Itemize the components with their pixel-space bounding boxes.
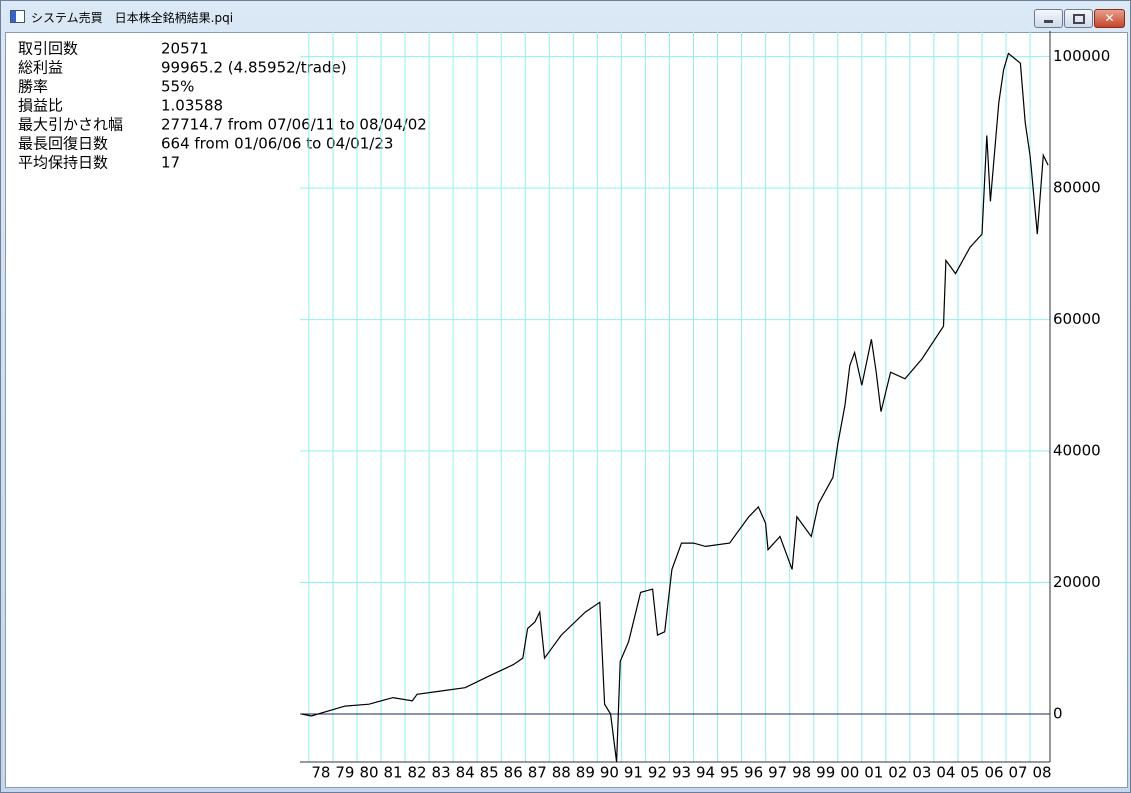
x-tick-label: 84 [456, 764, 475, 782]
x-tick-label: 78 [311, 764, 330, 782]
x-tick-label: 91 [624, 764, 643, 782]
x-tick-label: 86 [504, 764, 523, 782]
y-tick-label: 40000 [1053, 442, 1101, 460]
stat-value: 99965.2 (4.85952/trade) [161, 59, 347, 77]
stat-value: 1.03588 [161, 97, 223, 115]
x-tick-label: 99 [816, 764, 835, 782]
y-tick-label: 100000 [1053, 47, 1110, 65]
x-tick-label: 05 [960, 764, 979, 782]
x-tick-label: 03 [912, 764, 931, 782]
x-tick-label: 90 [600, 764, 619, 782]
window-title: システム売買 日本株全銘柄結果.pqi [31, 11, 234, 25]
stat-value: 664 from 01/06/06 to 04/01/23 [161, 135, 393, 153]
stat-label: 最大引かされ幅 [18, 116, 123, 134]
stat-value: 27714.7 from 07/06/11 to 08/04/02 [161, 116, 427, 134]
x-tick-label: 02 [888, 764, 907, 782]
stat-label: 総利益 [18, 59, 63, 77]
stat-label: 取引回数 [18, 40, 78, 58]
x-tick-label: 08 [1033, 764, 1052, 782]
title-bar: システム売買 日本株全銘柄結果.pqi ✕ [1, 1, 1130, 31]
x-tick-label: 82 [408, 764, 427, 782]
stat-value: 17 [161, 154, 180, 172]
stat-value: 20571 [161, 40, 209, 58]
stat-label: 最長回復日数 [18, 135, 108, 153]
minimize-button[interactable] [1034, 9, 1063, 28]
x-tick-label: 96 [744, 764, 763, 782]
x-tick-label: 83 [432, 764, 451, 782]
x-tick-label: 01 [864, 764, 883, 782]
x-tick-label: 93 [672, 764, 691, 782]
y-tick-label: 20000 [1053, 573, 1101, 591]
x-tick-label: 79 [335, 764, 354, 782]
x-tick-label: 07 [1008, 764, 1027, 782]
x-tick-label: 94 [696, 764, 715, 782]
close-button[interactable]: ✕ [1094, 9, 1125, 28]
maximize-button[interactable] [1064, 9, 1093, 28]
stat-label: 平均保持日数 [18, 154, 108, 172]
client-area [5, 32, 1128, 788]
x-tick-label: 87 [528, 764, 547, 782]
y-tick-label: 0 [1053, 705, 1063, 723]
stat-value: 55% [161, 78, 194, 96]
app-icon [10, 10, 25, 23]
stat-label: 損益比 [18, 97, 63, 115]
x-tick-label: 89 [576, 764, 595, 782]
x-tick-label: 85 [480, 764, 499, 782]
x-tick-label: 04 [936, 764, 955, 782]
equity-line [301, 52, 1049, 763]
x-tick-label: 98 [792, 764, 811, 782]
x-tick-label: 06 [984, 764, 1003, 782]
x-tick-label: 00 [840, 764, 859, 782]
x-tick-label: 81 [383, 764, 402, 782]
x-tick-label: 95 [720, 764, 739, 782]
y-tick-label: 60000 [1053, 310, 1101, 328]
x-tick-label: 88 [552, 764, 571, 782]
x-tick-label: 92 [648, 764, 667, 782]
stat-label: 勝率 [18, 78, 48, 96]
x-tick-label: 80 [359, 764, 378, 782]
y-tick-label: 80000 [1053, 179, 1101, 197]
x-tick-label: 97 [768, 764, 787, 782]
